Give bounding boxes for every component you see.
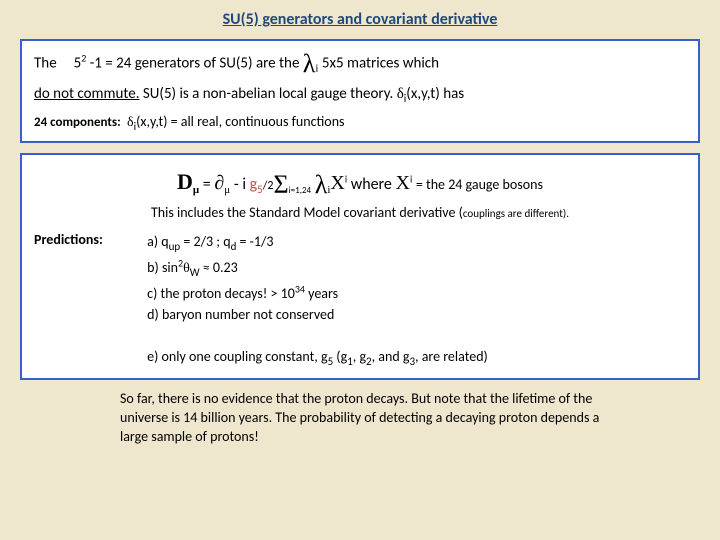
sigma-sub: i=1,24 — [289, 185, 311, 196]
do-not-commute: do not commute. — [34, 85, 139, 103]
pred-b-theta: θ — [183, 261, 190, 276]
generators-line2: do not commute. SU(5) is a non-abelian l… — [34, 79, 686, 105]
pred-b-1: b) sin — [147, 259, 178, 276]
partial-mu: μ — [224, 184, 230, 196]
pred-a-1: a) q — [147, 233, 168, 250]
D-mu: μ — [193, 184, 199, 196]
box-covariant-derivative: Dμ = ∂μ - i g5/2Σi=1,24 λiXi where Xi = … — [20, 153, 700, 380]
X-sup: i — [345, 172, 347, 185]
lambda-symbol: λ — [303, 49, 316, 78]
pred-e-g2t: , g — [353, 348, 366, 365]
page-title: SU(5) generators and covariant derivativ… — [0, 0, 720, 29]
pred-e-tail: , are related) — [415, 348, 488, 365]
where: where — [351, 175, 396, 194]
pred-e-mid: (g — [333, 348, 347, 365]
couplings-diff: couplings are different). — [463, 207, 569, 220]
generators-line1: The 52 -1 = 24 generators of SU(5) are t… — [34, 49, 686, 79]
X2: X — [396, 172, 410, 194]
delta-has: δ — [397, 86, 404, 102]
pred-c-tail: years — [305, 285, 338, 302]
pred-e: e) only one coupling constant, g5 (g1, g… — [147, 348, 488, 365]
delta-has-args: (x,y,t) has — [406, 85, 464, 103]
footnote: So far, there is no evidence that the pr… — [120, 390, 600, 447]
pred-c-sup: 34 — [295, 282, 305, 295]
pred-e-g3t: , and g — [372, 348, 410, 365]
D: D — [177, 169, 193, 194]
pred-a-up: up — [169, 240, 181, 253]
includes-note: This includes the Standard Model covaria… — [34, 204, 686, 227]
over2: /2 — [263, 179, 274, 193]
gauge-bosons: = the 24 gauge bosons — [416, 176, 543, 193]
delta-expr: δ — [127, 115, 134, 130]
pred-c: c) the proton decays! > 1034 years — [147, 285, 338, 302]
pred-b-approx: ≈ 0.23 — [200, 259, 238, 276]
pred-b-w: W — [190, 266, 200, 279]
X: X — [330, 172, 344, 194]
lambda2: λ — [315, 170, 328, 199]
matrices-tail: 5x5 matrices which — [322, 55, 439, 73]
pred-c-1: c) the proton decays! > 10 — [147, 285, 295, 302]
generators-line3: 24 components: δi(x,y,t) = all real, con… — [34, 105, 686, 133]
delta-expr-args: (x,y,t) = — [136, 113, 177, 130]
pred-e-1: e) only one coupling constant, g — [147, 348, 327, 365]
sigma: Σ — [273, 170, 288, 199]
predictions-label: Predictions: — [34, 231, 144, 248]
covariant-formula: Dμ = ∂μ - i g5/2Σi=1,24 λiXi where Xi = … — [34, 163, 686, 204]
pred-a: a) qup = 2/3 ; qd = -1/3 — [147, 233, 273, 250]
eq: = — [203, 175, 215, 194]
predictions: Predictions: a) qup = 2/3 ; qd = -1/3 b)… — [34, 227, 686, 370]
pred-d: d) baryon number not conserved — [147, 306, 334, 323]
X2-sup: i — [410, 172, 412, 185]
components-24: 24 components: — [34, 115, 121, 130]
pred-a-mid: = 2/3 ; q — [180, 233, 230, 250]
non-abelian: SU(5) is a non-abelian local gauge theor… — [139, 85, 396, 103]
all-real: all real, continuous functions — [181, 113, 345, 130]
predictions-list: a) qup = 2/3 ; qd = -1/3 b) sin2θW ≈ 0.2… — [147, 231, 488, 370]
includes-text: This includes the Standard Model covaria… — [151, 204, 463, 221]
pred-a-tail: = -1/3 — [236, 233, 273, 250]
minus-i: - i — [234, 175, 250, 194]
the: The — [34, 55, 57, 73]
gen-rest: -1 = 24 generators of SU(5) are the — [86, 55, 302, 73]
partial: ∂ — [214, 172, 224, 194]
pred-b: b) sin2θW ≈ 0.23 — [147, 259, 238, 276]
box-generators: The 52 -1 = 24 generators of SU(5) are t… — [20, 39, 700, 143]
lambda-sub: i — [315, 63, 318, 75]
